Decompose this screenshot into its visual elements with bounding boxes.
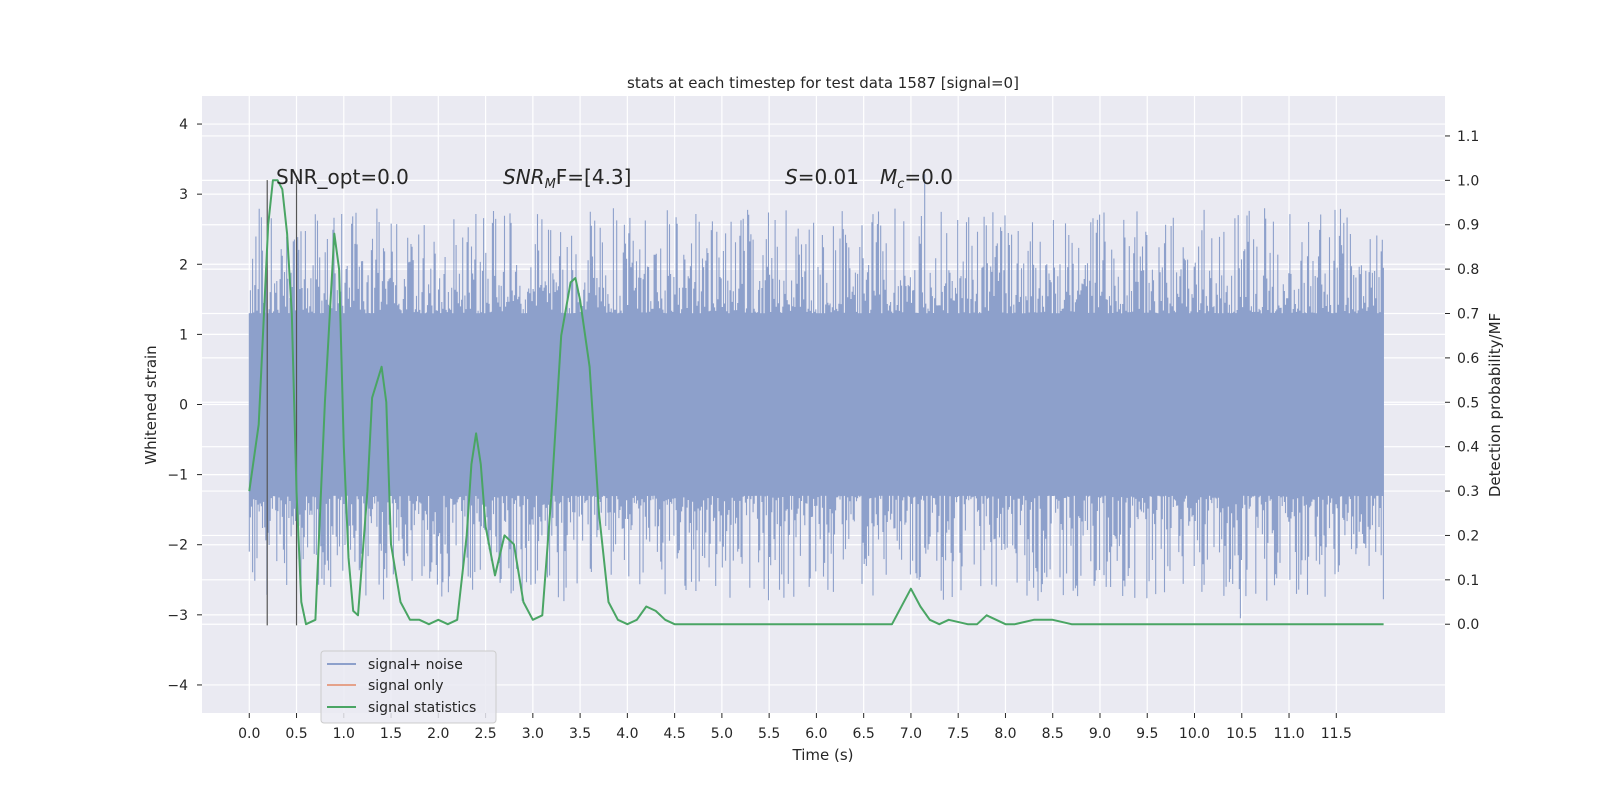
- y2-tick-label: 0.1: [1457, 573, 1479, 589]
- x-tick-label: 4.5: [663, 726, 685, 742]
- noise-trace: [248, 174, 1384, 619]
- x-tick-label: 5.5: [758, 726, 780, 742]
- y2-tick-label: 0.2: [1457, 528, 1479, 544]
- annotation-s: S=0.01: [785, 165, 859, 189]
- y-tick-label: −4: [167, 678, 188, 694]
- x-tick-label: 11.0: [1273, 726, 1304, 742]
- y-axis-ticks: 4 3 2 1 0 −1 −2 −3 −4: [167, 117, 202, 694]
- y-tick-label: 3: [179, 187, 188, 203]
- y2-tick-label: 0.3: [1457, 484, 1479, 500]
- y-tick-label: −2: [167, 538, 188, 554]
- x-tick-label: 6.5: [853, 726, 875, 742]
- y-tick-label: −1: [167, 468, 188, 484]
- x-tick-label: 9.0: [1089, 726, 1111, 742]
- legend: signal+ noise signal only signal statist…: [320, 650, 497, 724]
- x-tick-label: 3.5: [569, 726, 591, 742]
- snr-mf-value: F=[4.3]: [556, 165, 632, 189]
- x-tick-label: 5.0: [711, 726, 733, 742]
- x-tick-label: 8.5: [1042, 726, 1064, 742]
- snr-mf-symbol: SNR: [503, 165, 545, 189]
- x-tick-label: 2.0: [427, 726, 449, 742]
- y2-axis-label: Detection probability/MF: [1486, 313, 1504, 497]
- y2-tick-label: 0.7: [1457, 307, 1479, 323]
- y2-tick-label: 1.0: [1457, 173, 1479, 189]
- y-tick-label: 1: [179, 327, 188, 343]
- x-tick-label: 7.0: [900, 726, 922, 742]
- x-tick-label: 8.0: [994, 726, 1016, 742]
- mc-symbol: M: [880, 165, 897, 189]
- x-axis-ticks: 0.0 0.5 1.0 1.5 2.0 2.5 3.0 3.5 4.0 4.5 5.0 5.5 6.0 6…: [238, 713, 1352, 742]
- y2-axis-ticks: 1.1 1.0 0.9 0.8 0.7 0.6 0.5 0.4 0.3 0.2 0.1 0.0: [1445, 129, 1479, 633]
- s-value: =0.01: [798, 165, 859, 189]
- y-tick-label: 4: [179, 117, 188, 133]
- y2-tick-label: 0.5: [1457, 395, 1479, 411]
- y-tick-label: 2: [179, 257, 188, 273]
- annotations: SNR_opt=0.0 SNRMF=[4.3] S=0.01 Mc=0.0: [276, 165, 953, 192]
- x-tick-label: 0.5: [285, 726, 307, 742]
- mc-subscript: c: [897, 177, 904, 192]
- x-tick-label: 10.0: [1179, 726, 1210, 742]
- y-tick-label: −3: [167, 608, 188, 624]
- y2-tick-label: 0.4: [1457, 440, 1479, 456]
- stats-series: [248, 179, 1384, 626]
- y2-tick-label: 0.6: [1457, 351, 1479, 367]
- y2-tick-label: 0.8: [1457, 262, 1479, 278]
- legend-box: [320, 650, 497, 724]
- mc-value: =0.0: [904, 165, 953, 189]
- x-tick-label: 3.0: [522, 726, 544, 742]
- x-tick-label: 7.5: [947, 726, 969, 742]
- x-tick-label: 2.5: [474, 726, 496, 742]
- chart-title: stats at each timestep for test data 158…: [627, 74, 1019, 92]
- y-tick-label: 0: [179, 398, 188, 414]
- x-tick-label: 0.0: [238, 726, 260, 742]
- x-tick-label: 9.5: [1136, 726, 1158, 742]
- stats-line: [248, 179, 1384, 626]
- snr-mf-subscript: M: [545, 177, 556, 192]
- x-tick-label: 10.5: [1226, 726, 1257, 742]
- x-tick-label: 6.0: [805, 726, 827, 742]
- y-axis-label: Whitened strain: [142, 345, 160, 464]
- x-tick-label: 11.5: [1321, 726, 1352, 742]
- y2-tick-label: 0.0: [1457, 617, 1479, 633]
- legend-label-signal-noise: signal+ noise: [368, 657, 463, 673]
- y2-tick-label: 0.9: [1457, 218, 1479, 234]
- s-symbol: S: [785, 165, 798, 189]
- annotation-snr-mf: SNRMF=[4.3]: [503, 165, 631, 192]
- x-tick-label: 1.5: [380, 726, 402, 742]
- legend-label-signal-only: signal only: [368, 678, 443, 694]
- x-tick-label: 1.0: [333, 726, 355, 742]
- annotation-snr-opt: SNR_opt=0.0: [276, 165, 409, 189]
- y2-tick-label: 1.1: [1457, 129, 1479, 145]
- noise-series: [248, 174, 1384, 619]
- legend-label-signal-statistics: signal statistics: [368, 700, 476, 716]
- x-tick-label: 4.0: [616, 726, 638, 742]
- annotation-mc: Mc=0.0: [880, 165, 953, 192]
- x-axis-label: Time (s): [792, 746, 854, 764]
